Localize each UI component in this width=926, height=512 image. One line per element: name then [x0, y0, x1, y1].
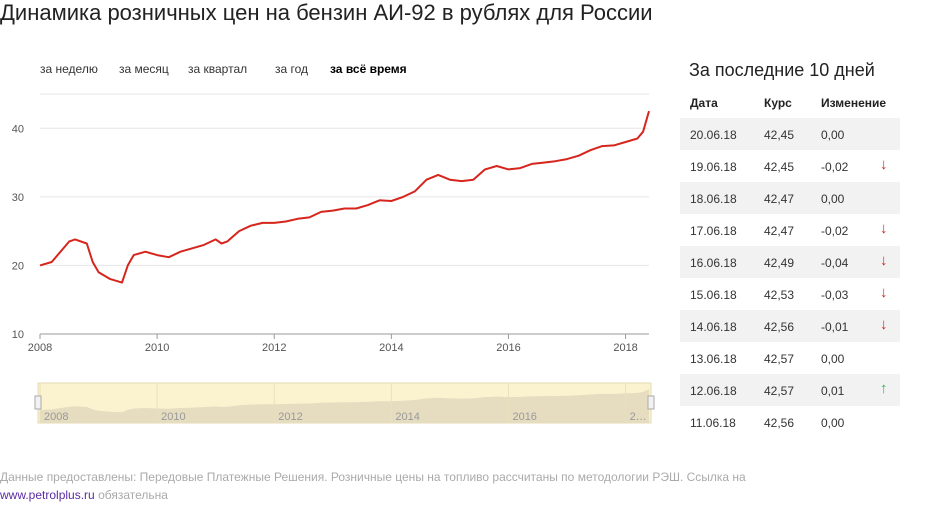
- navigator-label: 2010: [161, 411, 185, 423]
- period-week[interactable]: за неделю: [40, 62, 98, 76]
- arrow-down-icon: ↓: [880, 220, 888, 237]
- row-date: 19.06.18: [690, 160, 737, 174]
- y-tick-label: 20: [12, 260, 24, 272]
- row-rate: 42,49: [764, 256, 795, 270]
- navigator-label: 2016: [512, 411, 536, 423]
- row-date: 17.06.18: [690, 224, 737, 238]
- row-change: -0,02: [821, 160, 849, 174]
- price-series-line: [39, 110, 650, 284]
- row-change: -0,03: [821, 288, 849, 302]
- x-tick-label: 2008: [28, 342, 52, 354]
- row-rate: 42,45: [764, 128, 795, 142]
- row-date: 11.06.18: [690, 416, 736, 430]
- table-row: 20.06.18 42,45 0,00: [680, 118, 900, 150]
- row-rate: 42,53: [764, 288, 795, 302]
- page-title: Динамика розничных цен на бензин АИ-92 в…: [0, 0, 653, 25]
- table-row: 14.06.18 42,56 -0,01 ↓: [680, 310, 900, 342]
- navigator-label: 2014: [395, 411, 419, 423]
- x-tick-label: 2012: [262, 342, 286, 354]
- y-tick-label: 40: [12, 123, 24, 135]
- navigator-label: 2…: [630, 411, 647, 423]
- header-rate: Курс: [764, 96, 792, 110]
- period-month[interactable]: за месяц: [119, 62, 169, 76]
- row-rate: 42,57: [764, 384, 795, 398]
- arrow-down-icon: ↓: [880, 156, 888, 173]
- row-change: -0,01: [821, 320, 849, 334]
- arrow-down-icon: ↓: [880, 316, 888, 333]
- table-row: 19.06.18 42,45 -0,02 ↓: [680, 150, 900, 182]
- row-change: 0,00: [821, 416, 845, 430]
- period-quarter[interactable]: за квартал: [188, 62, 248, 76]
- row-date: 12.06.18: [690, 384, 737, 398]
- row-change: 0,00: [821, 192, 845, 206]
- row-rate: 42,56: [764, 416, 795, 430]
- table-row: 17.06.18 42,47 -0,02 ↓: [680, 214, 900, 246]
- header-date: Дата: [690, 96, 718, 110]
- x-tick-label: 2010: [145, 342, 169, 354]
- table-row: 15.06.18 42,53 -0,03 ↓: [680, 278, 900, 310]
- navigator-area: [40, 389, 649, 423]
- x-tick-label: 2016: [496, 342, 520, 354]
- footer-text: Данные предоставлены: Передовые Платежны…: [0, 470, 746, 484]
- period-year[interactable]: за год: [275, 62, 309, 76]
- y-tick-label: 10: [12, 329, 24, 341]
- row-date: 16.06.18: [690, 256, 737, 270]
- row-rate: 42,47: [764, 224, 795, 238]
- row-date: 14.06.18: [690, 320, 737, 334]
- navigator-right-handle[interactable]: [647, 395, 655, 410]
- row-rate: 42,45: [764, 160, 795, 174]
- table-row: 11.06.18 42,56 0,00: [680, 406, 900, 438]
- y-tick-label: 30: [12, 192, 24, 204]
- row-rate: 42,57: [764, 352, 795, 366]
- row-date: 13.06.18: [690, 352, 737, 366]
- row-date: 15.06.18: [690, 288, 737, 302]
- header-change: Изменение: [821, 96, 887, 110]
- side-title: За последние 10 дней: [689, 60, 875, 80]
- footer-tail: обязательна: [98, 488, 168, 502]
- arrow-down-icon: ↓: [880, 284, 888, 301]
- range-navigator[interactable]: 2008 2010 2012 2014 2016 2…: [0, 380, 670, 430]
- row-rate: 42,47: [764, 192, 795, 206]
- row-change: -0,02: [821, 224, 849, 238]
- navigator-label: 2008: [44, 411, 68, 423]
- x-tick-label: 2014: [379, 342, 403, 354]
- row-change: 0,00: [821, 352, 845, 366]
- footer-note: Данные предоставлены: Передовые Платежны…: [0, 468, 840, 504]
- period-all-time[interactable]: за всё время: [330, 62, 407, 76]
- rates-table: 20.06.18 42,45 0,00 19.06.18 42,45 -0,02 ↓ 18.0…: [680, 118, 900, 438]
- row-change: -0,04: [821, 256, 849, 270]
- row-date: 20.06.18: [690, 128, 737, 142]
- arrow-up-icon: ↑: [880, 380, 888, 397]
- arrow-down-icon: ↓: [880, 252, 888, 269]
- row-change: 0,01: [821, 384, 845, 398]
- row-date: 18.06.18: [690, 192, 737, 206]
- table-row: 18.06.18 42,47 0,00: [680, 182, 900, 214]
- navigator-left-handle[interactable]: [34, 395, 42, 410]
- navigator-label: 2012: [278, 411, 302, 423]
- row-change: 0,00: [821, 128, 845, 142]
- price-line-chart: 10 20 30 40 2008 2010 2012 2014 2016 2018: [12, 93, 650, 354]
- row-rate: 42,56: [764, 320, 795, 334]
- table-row: 13.06.18 42,57 0,00: [680, 342, 900, 374]
- x-tick-label: 2018: [613, 342, 637, 354]
- footer-link[interactable]: www.petrolplus.ru: [0, 488, 95, 502]
- table-row: 16.06.18 42,49 -0,04 ↓: [680, 246, 900, 278]
- table-row: 12.06.18 42,57 0,01 ↑: [680, 374, 900, 406]
